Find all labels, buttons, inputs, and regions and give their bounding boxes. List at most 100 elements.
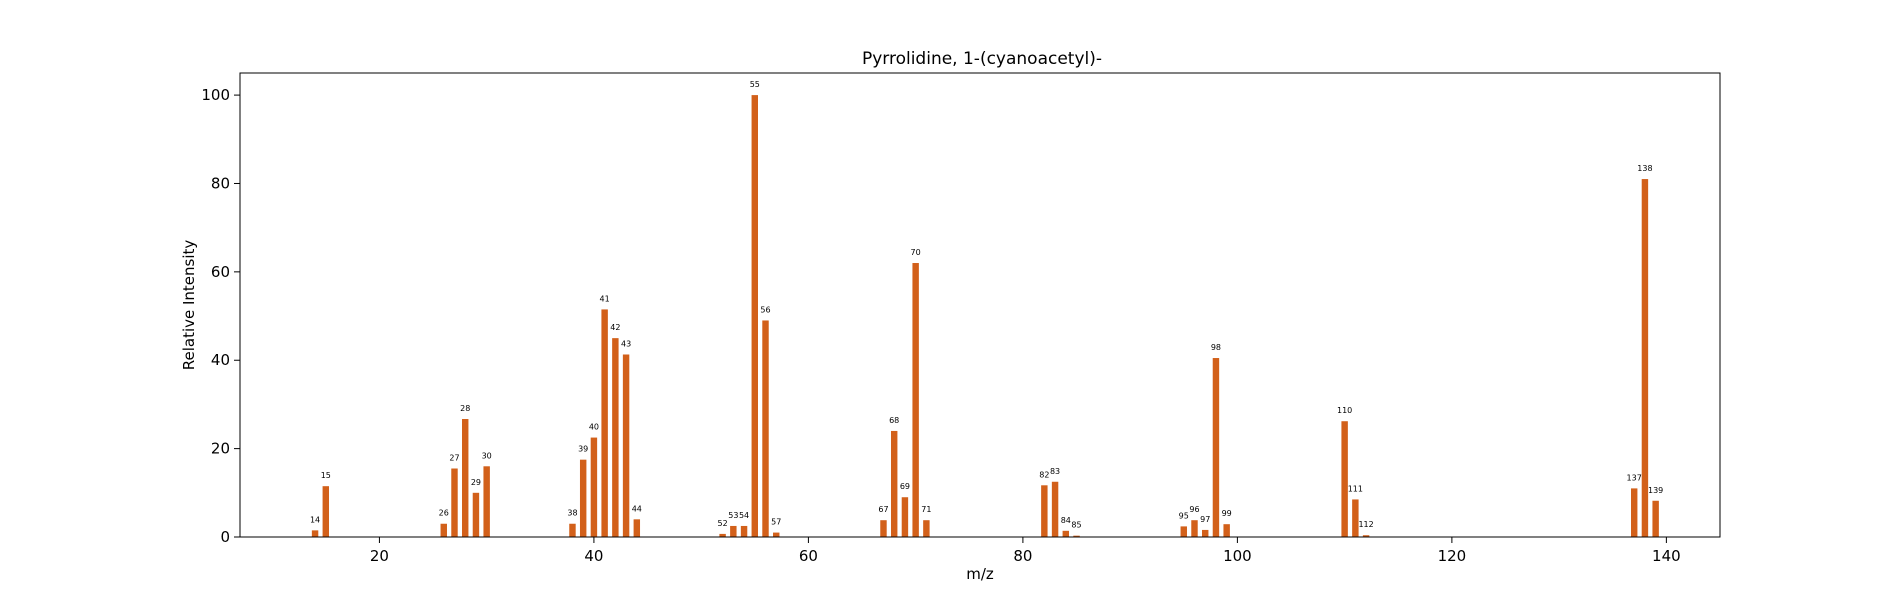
- bar-label-mz-41: 41: [600, 294, 610, 303]
- bar-label-mz-69: 69: [900, 482, 910, 491]
- y-tick-label-40: 40: [211, 351, 230, 369]
- bar-label-mz-43: 43: [621, 339, 631, 348]
- bar-mz-14: [311, 530, 319, 537]
- bar-mz-38: [569, 523, 576, 537]
- bar-label-mz-95: 95: [1179, 511, 1189, 520]
- bar-mz-54: [740, 525, 748, 537]
- bar-mz-139: [1652, 500, 1659, 537]
- bar-mz-137: [1630, 488, 1638, 537]
- bar-mz-70: [912, 263, 919, 537]
- bar-label-mz-14: 14: [310, 515, 320, 524]
- bar-mz-27: [451, 468, 458, 537]
- bar-mz-110: [1341, 421, 1348, 537]
- bar-mz-71: [923, 520, 930, 537]
- bar-label-mz-28: 28: [460, 404, 470, 413]
- bar-mz-82: [1041, 485, 1048, 537]
- x-tick-label-100: 100: [1223, 547, 1252, 565]
- bar-mz-111: [1352, 499, 1359, 537]
- bar-mz-98: [1212, 358, 1220, 537]
- bar-mz-138: [1641, 179, 1649, 538]
- bar-label-mz-82: 82: [1039, 470, 1049, 479]
- bar-mz-44: [633, 519, 641, 537]
- x-axis: 20 40 60 80 100 120 140: [370, 537, 1681, 565]
- plot-frame: [239, 72, 1721, 538]
- y-tick-label-20: 20: [211, 440, 230, 458]
- bar-label-mz-71: 71: [921, 505, 931, 514]
- bars-group: [311, 95, 1659, 538]
- x-tick-label-80: 80: [1013, 547, 1032, 565]
- x-tick-label-60: 60: [799, 547, 818, 565]
- bar-label-mz-85: 85: [1071, 521, 1081, 530]
- bar-mz-40: [590, 437, 598, 537]
- bar-mz-57: [773, 532, 780, 537]
- bar-mz-29: [472, 492, 480, 537]
- y-tick-label-60: 60: [211, 263, 230, 281]
- bar-label-mz-29: 29: [471, 478, 481, 487]
- bar-label-mz-38: 38: [567, 509, 577, 518]
- bar-label-mz-99: 99: [1222, 509, 1232, 518]
- bar-mz-96: [1191, 520, 1198, 537]
- bar-label-mz-57: 57: [771, 518, 781, 527]
- bar-label-mz-53: 53: [728, 511, 738, 520]
- bar-mz-39: [579, 459, 587, 537]
- bar-label-mz-83: 83: [1050, 467, 1060, 476]
- bar-label-mz-40: 40: [589, 423, 599, 432]
- bar-label-mz-112: 112: [1358, 520, 1373, 529]
- bar-mz-85: [1073, 535, 1080, 537]
- bar-mz-53: [730, 525, 737, 537]
- bar-label-mz-42: 42: [610, 323, 620, 332]
- bar-label-mz-139: 139: [1648, 486, 1663, 495]
- bar-label-mz-15: 15: [321, 471, 331, 480]
- bar-mz-69: [901, 497, 909, 537]
- bar-label-mz-56: 56: [760, 305, 770, 314]
- bar-mz-15: [322, 486, 330, 537]
- bar-mz-52: [719, 533, 726, 537]
- bar-label-mz-110: 110: [1337, 406, 1352, 415]
- x-axis-label: m/z: [966, 565, 994, 583]
- bar-label-mz-84: 84: [1061, 516, 1071, 525]
- bar-label-mz-97: 97: [1200, 515, 1210, 524]
- bar-mz-67: [880, 520, 887, 537]
- bar-mz-112: [1362, 535, 1370, 537]
- bar-mz-55: [751, 95, 758, 537]
- bar-mz-97: [1202, 529, 1209, 537]
- bar-label-mz-44: 44: [632, 504, 642, 513]
- bar-mz-95: [1180, 526, 1187, 537]
- y-axis: 0 20 40 60 80 100: [201, 86, 240, 546]
- chart-title: Pyrrolidine, 1-(cyanoacetyl)-: [862, 49, 1102, 69]
- bar-label-mz-52: 52: [718, 519, 728, 528]
- bar-mz-28: [462, 419, 469, 537]
- bar-mz-68: [890, 430, 898, 537]
- x-tick-label-40: 40: [584, 547, 603, 565]
- bar-mz-43: [622, 354, 630, 537]
- bar-label-mz-27: 27: [449, 454, 459, 463]
- bar-label-mz-54: 54: [739, 511, 749, 520]
- bar-mz-42: [612, 338, 619, 537]
- bar-mz-83: [1051, 481, 1059, 537]
- x-tick-label-120: 120: [1438, 547, 1467, 565]
- bar-mz-26: [440, 523, 447, 537]
- y-axis-label: Relative Intensity: [180, 240, 198, 371]
- bar-label-mz-96: 96: [1189, 505, 1199, 514]
- y-tick-label-100: 100: [201, 86, 230, 104]
- x-tick-label-20: 20: [370, 547, 389, 565]
- bar-label-mz-98: 98: [1211, 343, 1221, 352]
- bar-label-mz-138: 138: [1637, 164, 1652, 173]
- bar-mz-99: [1223, 524, 1230, 537]
- bar-mz-30: [483, 466, 490, 537]
- bar-label-mz-68: 68: [889, 416, 899, 425]
- bar-label-mz-137: 137: [1627, 473, 1642, 482]
- bar-label-mz-30: 30: [482, 451, 492, 460]
- bar-label-mz-111: 111: [1348, 484, 1363, 493]
- bar-mz-84: [1062, 530, 1070, 537]
- y-tick-label-80: 80: [211, 174, 230, 192]
- bar-label-mz-26: 26: [439, 509, 449, 518]
- bar-mz-41: [601, 309, 608, 537]
- bar-label-mz-55: 55: [750, 80, 760, 89]
- x-tick-label-140: 140: [1652, 547, 1681, 565]
- bar-label-mz-70: 70: [911, 248, 921, 257]
- y-tick-label-0: 0: [220, 528, 230, 546]
- bar-label-mz-39: 39: [578, 445, 588, 454]
